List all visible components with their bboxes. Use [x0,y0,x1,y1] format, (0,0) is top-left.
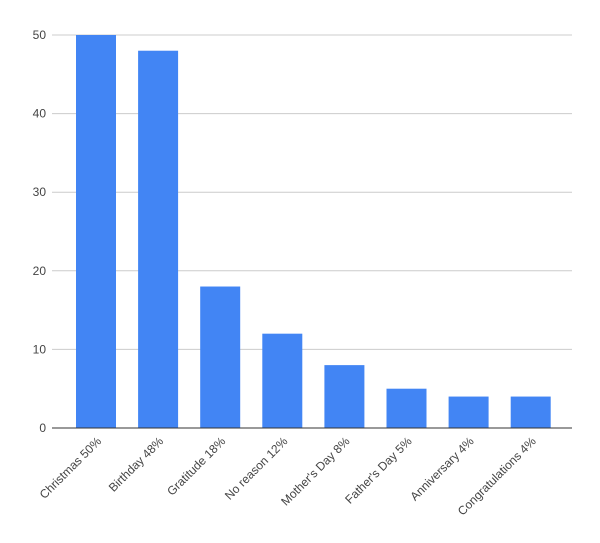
y-tick-label: 0 [39,421,46,435]
y-tick-label: 50 [33,28,47,42]
bar [76,35,116,428]
bars [76,35,551,428]
bar [510,396,551,428]
x-category-label: Christmas 50% [37,434,105,502]
bar [262,333,303,428]
bar [448,396,489,428]
x-category-label: Father's Day 5% [342,434,415,507]
x-category-label: Gratitude 18% [164,434,228,498]
x-category-label: Birthday 48% [106,434,167,495]
y-tick-label: 10 [33,342,47,356]
bar [324,365,365,428]
x-category-label: No reason 12% [222,434,291,503]
bar [138,50,179,428]
y-tick-label: 40 [33,107,47,121]
bar [200,286,241,428]
y-tick-label: 20 [33,264,47,278]
bar [386,388,427,428]
y-tick-label: 30 [33,185,47,199]
gridlines [52,34,572,350]
y-axis-tick-labels: 0 10 20 30 40 50 [33,28,47,435]
x-axis-category-labels: Christmas 50% Birthday 48%Gratitude 18%No… [37,434,539,518]
x-category-label: Anniversary 4% [407,434,477,504]
